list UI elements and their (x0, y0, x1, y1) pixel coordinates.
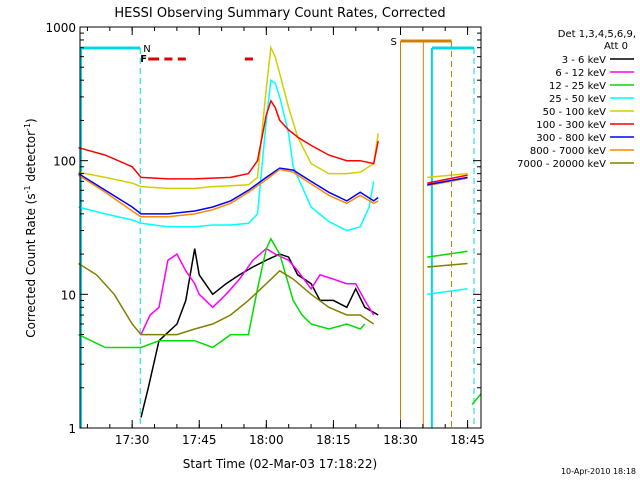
series-line (140, 247, 375, 335)
y-axis-label-end: ) (24, 118, 38, 123)
night-flag-label: N (143, 44, 150, 55)
x-tick-label: 18:15 (316, 433, 351, 447)
y-axis-label: Corrected Count Rate (s-1 detector-1) (23, 118, 38, 337)
legend-title-line1: Det 1,3,4,5,6,9, (558, 29, 636, 40)
x-axis-label: Start Time (02-Mar-03 17:18:22) (183, 457, 377, 471)
y-axis-label-sup2: -1 (23, 123, 32, 131)
legend-entry-label: 100 - 300 keV (536, 120, 606, 131)
late-series-line (427, 262, 468, 268)
legend-entry-label: 800 - 7000 keV (530, 146, 606, 157)
y-tick-label: 1 (68, 422, 76, 436)
late-series-line (427, 176, 468, 186)
y-axis-label-sup1: -1 (23, 185, 32, 193)
legend-entry-label: 3 - 6 keV (562, 55, 606, 66)
legend-entry-label: 300 - 800 keV (536, 133, 606, 144)
late-series-line (427, 174, 468, 184)
series-line (78, 237, 366, 349)
plot-frame (79, 26, 482, 429)
late-series-line (427, 250, 468, 258)
night-flag-layer: N (80, 44, 475, 428)
x-tick-label: 18:30 (383, 433, 418, 447)
legend-entry-label: 6 - 12 keV (555, 68, 606, 79)
legend: Det 1,3,4,5,6,9, Att 0 3 - 6 keV 6 - 12 k… (517, 29, 636, 170)
y-axis-label-mid: detector (24, 131, 38, 186)
series-line (78, 45, 379, 190)
axis-layer: 17:30 17:45 18:00 18:15 18:30 18:45 1 10 100 1000 (45, 21, 484, 447)
y-tick-label: 10 (61, 288, 76, 302)
y-axis-label-main: Corrected Count Rate (s (24, 193, 38, 337)
series-line (78, 168, 379, 218)
x-tick-label: 18:00 (249, 433, 284, 447)
series-line (78, 78, 375, 232)
flare-flag-label: F (140, 54, 147, 65)
series-layer (78, 45, 482, 418)
series-line (140, 248, 379, 418)
legend-entry-label: 50 - 100 keV (543, 107, 607, 118)
late-series-line (427, 172, 468, 179)
series-line (78, 99, 379, 180)
late-series-line (427, 288, 468, 296)
y-tick-label: 100 (53, 155, 76, 169)
legend-title-line2: Att 0 (604, 41, 628, 52)
legend-entry-label: 25 - 50 keV (549, 94, 606, 105)
flag-layer: FS (140, 37, 452, 428)
series-line (78, 262, 375, 336)
chart-title: HESSI Observing Summary Count Rates, Cor… (114, 6, 445, 21)
late-series-line (471, 393, 482, 405)
legend-entry-label: 7000 - 20000 keV (517, 159, 606, 170)
timestamp: 10-Apr-2010 18:18 (561, 467, 636, 476)
legend-entry-label: 12 - 25 keV (549, 81, 606, 92)
x-tick-label: 18:45 (450, 433, 485, 447)
x-tick-label: 17:30 (115, 433, 150, 447)
y-tick-label: 1000 (45, 21, 76, 35)
series-line (78, 167, 379, 215)
saa-flag-label: S (390, 37, 396, 48)
x-tick-label: 17:45 (182, 433, 217, 447)
